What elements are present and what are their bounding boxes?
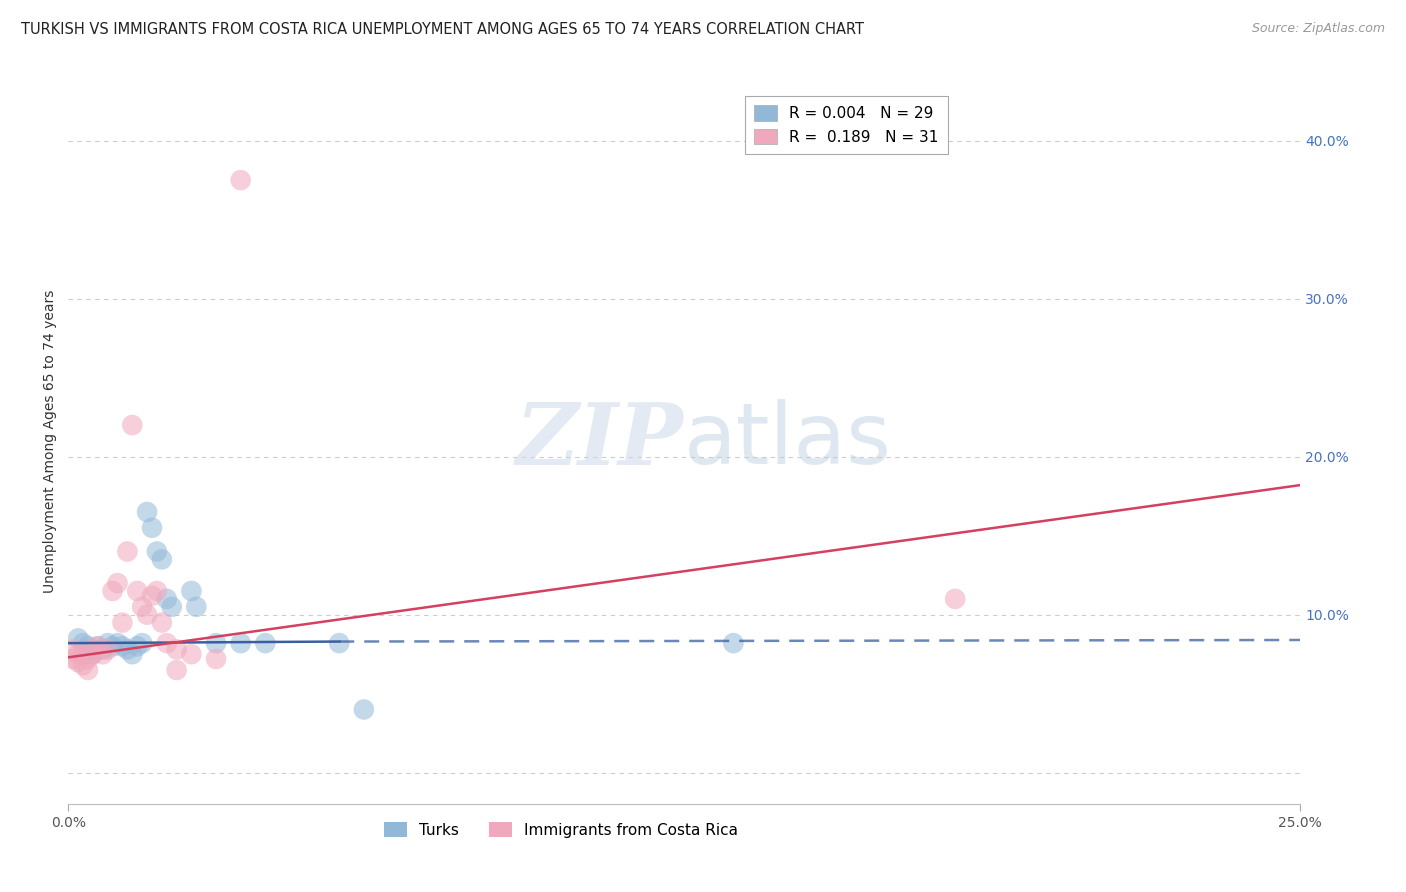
Point: [87, 640, 110, 654]
Point: [180, 584, 202, 599]
Point: [82, 642, 104, 657]
Point: [136, 607, 159, 622]
Point: [67, 655, 90, 669]
Point: [166, 642, 188, 657]
Point: [82, 647, 104, 661]
Text: Source: ZipAtlas.com: Source: ZipAtlas.com: [1251, 22, 1385, 36]
Point: [131, 599, 153, 614]
Point: [97, 642, 120, 657]
Text: atlas: atlas: [685, 400, 893, 483]
Point: [328, 636, 350, 650]
Point: [67, 632, 90, 646]
Point: [107, 636, 129, 650]
Point: [254, 636, 277, 650]
Point: [141, 589, 163, 603]
Point: [111, 615, 134, 630]
Point: [82, 642, 104, 657]
Point: [943, 591, 966, 606]
Point: [107, 576, 129, 591]
Point: [121, 647, 143, 661]
Point: [136, 505, 159, 519]
Point: [127, 584, 149, 599]
Point: [205, 636, 228, 650]
Point: [121, 418, 143, 433]
Point: [205, 652, 228, 666]
Point: [62, 652, 84, 666]
Point: [77, 663, 100, 677]
Point: [127, 640, 149, 654]
Point: [117, 544, 139, 558]
Point: [67, 647, 90, 661]
Point: [72, 636, 94, 650]
Point: [180, 647, 202, 661]
Point: [72, 658, 94, 673]
Point: [146, 584, 169, 599]
Point: [353, 702, 375, 716]
Legend: Turks, Immigrants from Costa Rica: Turks, Immigrants from Costa Rica: [377, 815, 744, 844]
Point: [150, 615, 173, 630]
Point: [229, 636, 252, 650]
Point: [723, 636, 745, 650]
Point: [111, 640, 134, 654]
Point: [72, 647, 94, 661]
Point: [186, 599, 208, 614]
Text: TURKISH VS IMMIGRANTS FROM COSTA RICA UNEMPLOYMENT AMONG AGES 65 TO 74 YEARS COR: TURKISH VS IMMIGRANTS FROM COSTA RICA UN…: [21, 22, 865, 37]
Point: [101, 584, 124, 599]
Point: [62, 642, 84, 657]
Point: [77, 640, 100, 654]
Y-axis label: Unemployment Among Ages 65 to 74 years: Unemployment Among Ages 65 to 74 years: [44, 289, 58, 592]
Point: [141, 521, 163, 535]
Point: [156, 591, 179, 606]
Point: [160, 599, 183, 614]
Point: [82, 647, 104, 661]
Point: [101, 640, 124, 654]
Point: [150, 552, 173, 566]
Point: [229, 173, 252, 187]
Point: [91, 647, 114, 661]
Point: [97, 636, 120, 650]
Point: [91, 642, 114, 657]
Point: [131, 636, 153, 650]
Point: [156, 636, 179, 650]
Point: [146, 544, 169, 558]
Point: [166, 663, 188, 677]
Text: ZIP: ZIP: [516, 399, 685, 483]
Point: [77, 652, 100, 666]
Point: [87, 640, 110, 654]
Point: [117, 642, 139, 657]
